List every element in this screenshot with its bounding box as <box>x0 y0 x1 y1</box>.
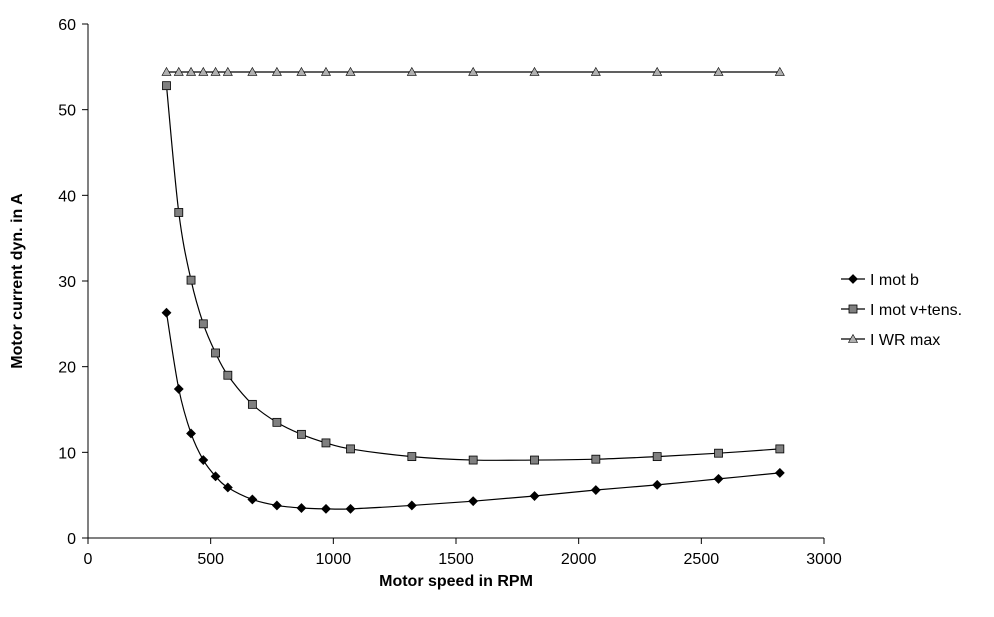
diamond-marker <box>296 503 307 513</box>
diamond-marker <box>186 428 196 439</box>
legend-triangle-marker <box>847 333 859 343</box>
axes <box>87 24 824 539</box>
series-3 <box>161 66 785 76</box>
triangle-marker <box>271 66 282 76</box>
square-marker <box>223 370 233 380</box>
square-marker <box>591 454 601 464</box>
square-marker <box>346 444 355 454</box>
square-marker <box>186 275 196 285</box>
diamond-marker <box>590 485 601 495</box>
triangle-marker <box>198 66 209 76</box>
x-tick-label: 1000 <box>316 551 352 568</box>
square-marker <box>407 452 417 462</box>
diamond-marker <box>247 494 258 505</box>
x-tick-label: 500 <box>197 551 224 568</box>
square-marker <box>211 348 220 358</box>
square-marker <box>530 455 539 465</box>
triangle-marker <box>406 66 417 76</box>
x-axis-title: Motor speed in RPM <box>379 573 533 590</box>
diamond-marker <box>271 500 282 511</box>
diamond-marker <box>161 307 172 318</box>
square-marker <box>198 319 208 329</box>
diamond-marker <box>468 496 479 507</box>
triangle-marker <box>713 66 724 76</box>
diamond-marker <box>774 467 785 478</box>
square-marker <box>714 448 723 458</box>
y-axis-title: Motor current dyn. in A <box>9 193 26 369</box>
y-tick-label: 10 <box>58 445 76 462</box>
triangle-marker <box>247 66 258 76</box>
triangle-marker <box>345 66 356 76</box>
triangle-marker <box>222 66 233 76</box>
triangle-marker <box>173 66 184 76</box>
diamond-marker <box>652 479 663 490</box>
triangle-marker <box>161 66 172 76</box>
legend-label: I mot v+tens. <box>870 302 962 319</box>
x-tick-label: 3000 <box>806 551 842 568</box>
diamond-marker <box>529 491 540 501</box>
x-ticks: 0 500 1000 1500 2000 2500 3000 <box>84 538 842 568</box>
y-tick-label: 60 <box>58 17 76 34</box>
legend-square-marker <box>848 304 858 314</box>
x-tick-label: 1500 <box>438 551 474 568</box>
y-tick-label: 0 <box>67 531 76 548</box>
diamond-marker <box>222 482 233 493</box>
triangle-marker <box>468 66 479 76</box>
triangle-marker <box>210 66 221 76</box>
diamond-marker <box>210 471 221 482</box>
series-line <box>165 85 780 461</box>
square-marker <box>297 429 306 439</box>
square-marker <box>162 81 171 91</box>
series-1 <box>161 307 785 514</box>
diamond-marker <box>198 455 209 465</box>
triangle-marker <box>186 66 197 76</box>
y-tick-label: 50 <box>58 103 76 120</box>
legend-diamond-marker <box>848 274 858 284</box>
square-marker <box>652 452 662 462</box>
legend: I mot b I mot v+tens. I WR max <box>841 272 962 349</box>
legend-label: I mot b <box>870 272 919 289</box>
y-tick-label: 20 <box>58 360 76 377</box>
y-tick-label: 30 <box>58 274 76 291</box>
y-ticks: 0 10 20 30 40 50 60 <box>58 17 88 548</box>
y-tick-label: 40 <box>58 188 76 205</box>
triangle-marker <box>320 66 331 76</box>
square-marker <box>468 455 478 465</box>
square-marker <box>775 444 785 454</box>
series-line <box>165 312 780 510</box>
diamond-marker <box>406 500 417 511</box>
triangle-marker <box>652 66 663 76</box>
diamond-marker <box>173 384 184 394</box>
diamond-marker <box>321 503 331 514</box>
triangle-marker <box>529 66 540 76</box>
x-tick-label: 2000 <box>561 551 597 568</box>
diamond-marker <box>713 473 724 484</box>
legend-item-1: I mot b <box>841 272 919 289</box>
square-marker <box>247 399 257 409</box>
legend-label: I WR max <box>870 332 940 349</box>
series-layer <box>161 66 785 514</box>
square-marker <box>321 438 331 448</box>
square-marker <box>272 417 282 427</box>
triangle-marker <box>774 66 785 76</box>
x-tick-label: 2500 <box>684 551 720 568</box>
legend-item-2: I mot v+tens. <box>841 302 962 319</box>
triangle-marker <box>590 66 601 76</box>
series-2 <box>162 81 785 465</box>
diamond-marker <box>345 503 356 514</box>
square-marker <box>174 208 184 217</box>
x-tick-label: 0 <box>84 551 93 568</box>
triangle-marker <box>296 66 307 76</box>
legend-item-3: I WR max <box>841 332 940 349</box>
